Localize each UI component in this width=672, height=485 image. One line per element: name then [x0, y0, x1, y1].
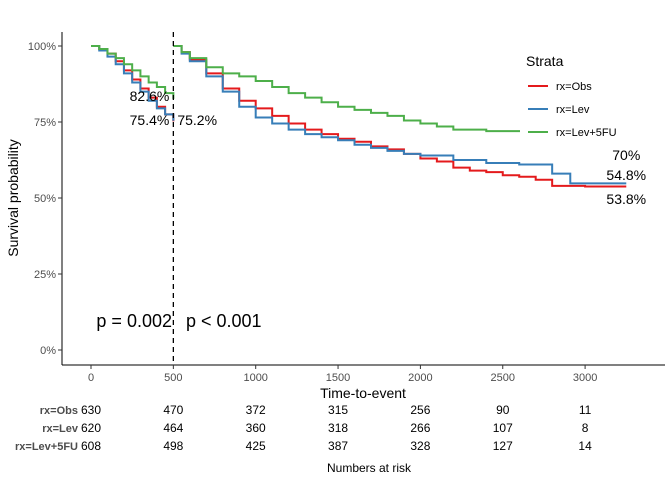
- risk-count: 14: [578, 439, 592, 453]
- x-tick-label: 500: [164, 372, 182, 384]
- y-axis-label: Survival probability: [5, 139, 21, 257]
- survival-curve-rxlev5fu: [91, 45, 175, 99]
- legend-label: rx=Lev+5FU: [556, 127, 617, 139]
- risk-count: 464: [163, 421, 183, 435]
- x-tick-label: 2500: [491, 372, 515, 384]
- risk-count: 425: [246, 439, 266, 453]
- x-tick-label: 1000: [243, 372, 267, 384]
- risk-count: 387: [328, 439, 348, 453]
- risk-count: 11: [579, 403, 592, 417]
- risk-row-label: rx=Obs: [40, 405, 78, 417]
- survival-curve-rxlev5fu: [173, 45, 524, 136]
- survival-annotation: 54.8%: [606, 167, 646, 183]
- risk-count: 8: [582, 421, 589, 435]
- risk-count: 498: [163, 439, 183, 453]
- risk-count: 328: [410, 439, 430, 453]
- survival-annotation: 75.2%: [177, 112, 217, 128]
- p-value-label: p < 0.001: [186, 311, 262, 331]
- survival-curve-rxobs: [91, 45, 175, 122]
- y-tick-label: 0%: [40, 345, 56, 357]
- x-tick-label: 0: [88, 372, 94, 384]
- risk-count: 90: [496, 403, 510, 417]
- risk-count: 256: [410, 403, 430, 417]
- risk-count: 630: [81, 403, 101, 417]
- x-tick-label: 2000: [408, 372, 432, 384]
- legend-label: rx=Lev: [556, 104, 590, 116]
- legend-bg: [520, 48, 660, 143]
- y-tick-label: 75%: [34, 117, 56, 129]
- x-tick-label: 1500: [326, 372, 350, 384]
- risk-count: 107: [493, 421, 513, 435]
- survival-annotation: 82.6%: [130, 88, 170, 104]
- risk-table-title: Numbers at risk: [327, 461, 412, 475]
- survival-annotation: 53.8%: [606, 191, 646, 207]
- survival-curve-rxlev: [173, 45, 627, 185]
- p-value-label: p = 0.002: [96, 311, 172, 331]
- risk-count: 620: [81, 421, 101, 435]
- risk-count: 127: [493, 439, 513, 453]
- y-tick-label: 100%: [28, 41, 56, 53]
- x-axis-label: Time-to-event: [320, 385, 406, 401]
- x-tick-label: 3000: [573, 372, 597, 384]
- risk-count: 360: [246, 421, 266, 435]
- survival-curve-rxlev: [91, 45, 175, 121]
- survival-annotation: 70%: [612, 147, 640, 163]
- risk-row-label: rx=Lev: [42, 423, 79, 435]
- y-tick-label: 50%: [34, 193, 56, 205]
- risk-count: 315: [328, 403, 348, 417]
- legend-title: Strata: [526, 53, 564, 69]
- y-tick-label: 25%: [34, 269, 56, 281]
- risk-count: 372: [246, 403, 266, 417]
- risk-count: 318: [328, 421, 348, 435]
- risk-count: 470: [163, 403, 183, 417]
- risk-row-label: rx=Lev+5FU: [15, 441, 78, 453]
- risk-count: 608: [81, 439, 101, 453]
- risk-count: 266: [410, 421, 430, 435]
- survival-annotation: 75.4%: [130, 112, 170, 128]
- legend-label: rx=Obs: [556, 81, 592, 93]
